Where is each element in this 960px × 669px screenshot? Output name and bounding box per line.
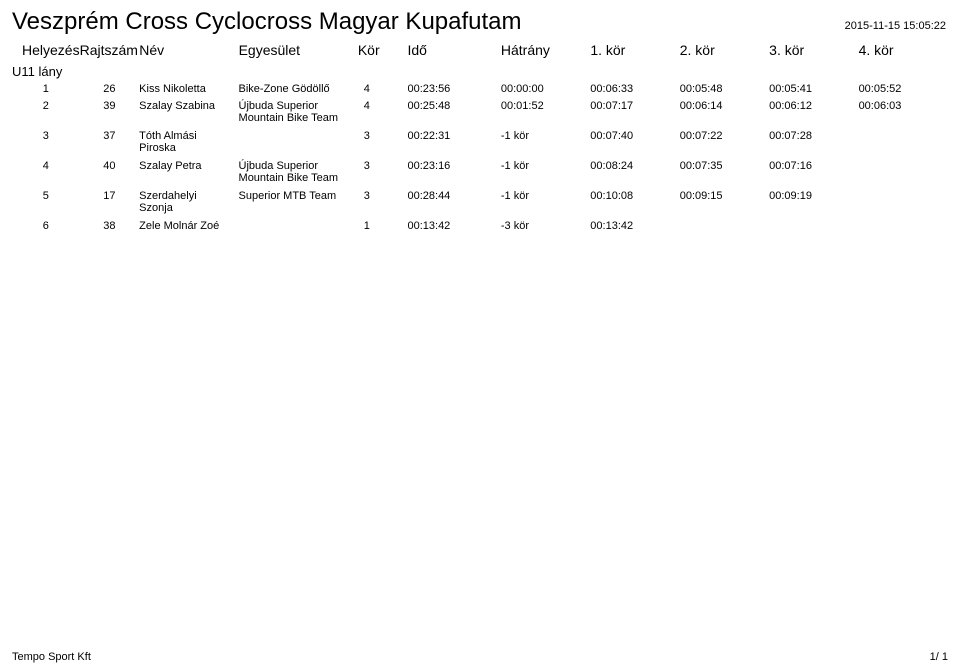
cell-lap1: 00:07:17 bbox=[590, 100, 679, 112]
cell-lap3: 00:06:12 bbox=[769, 100, 858, 112]
cell-lap2: 00:06:14 bbox=[680, 100, 769, 112]
cell-lap4: 00:06:03 bbox=[859, 100, 948, 112]
header-name: Név bbox=[139, 42, 238, 58]
cell-lap4: 00:05:52 bbox=[859, 83, 948, 95]
cell-lap1: 00:08:24 bbox=[590, 160, 679, 172]
cell-name: Zele Molnár Zoé bbox=[139, 220, 238, 233]
cell-lap2: 00:07:35 bbox=[680, 160, 769, 172]
cell-lap1: 00:06:33 bbox=[590, 83, 679, 95]
header-place: Helyezés bbox=[12, 42, 80, 58]
cell-laps: 3 bbox=[358, 160, 408, 172]
cell-gap: 00:01:52 bbox=[501, 100, 590, 112]
cell-lap2: 00:07:22 bbox=[680, 130, 769, 142]
table-row: 126Kiss NikolettaBike-Zone Gödöllő400:23… bbox=[12, 81, 948, 98]
cell-place: 1 bbox=[12, 83, 80, 95]
cell-lap1: 00:07:40 bbox=[590, 130, 679, 142]
cell-gap: 00:00:00 bbox=[501, 83, 590, 95]
cell-time: 00:23:56 bbox=[407, 83, 500, 95]
page-title: Veszprém Cross Cyclocross Magyar Kupafut… bbox=[12, 8, 845, 36]
cell-laps: 4 bbox=[358, 83, 408, 95]
header-team: Egyesület bbox=[239, 42, 358, 58]
cell-bib: 38 bbox=[80, 220, 140, 232]
cell-place: 3 bbox=[12, 130, 80, 142]
header-lap3: 3. kör bbox=[769, 42, 858, 58]
cell-bib: 17 bbox=[80, 190, 140, 202]
category-label: U11 lány bbox=[12, 60, 948, 81]
top-line: Veszprém Cross Cyclocross Magyar Kupafut… bbox=[12, 8, 948, 36]
cell-lap1: 00:10:08 bbox=[590, 190, 679, 202]
table-body: 126Kiss NikolettaBike-Zone Gödöllő400:23… bbox=[12, 81, 948, 234]
table-row: 337Tóth Almási Piroska300:22:31-1 kör00:… bbox=[12, 128, 948, 158]
cell-bib: 37 bbox=[80, 130, 140, 142]
cell-bib: 26 bbox=[80, 83, 140, 95]
header-lap4: 4. kör bbox=[859, 42, 948, 58]
cell-time: 00:23:16 bbox=[407, 160, 500, 172]
cell-team: Superior MTB Team bbox=[239, 190, 358, 203]
cell-lap2: 00:05:48 bbox=[680, 83, 769, 95]
cell-lap3: 00:07:28 bbox=[769, 130, 858, 142]
cell-gap: -1 kör bbox=[501, 190, 590, 202]
cell-team: Bike-Zone Gödöllő bbox=[239, 83, 358, 96]
cell-time: 00:13:42 bbox=[407, 220, 500, 232]
cell-laps: 1 bbox=[358, 220, 408, 232]
cell-bib: 40 bbox=[80, 160, 140, 172]
cell-name: Tóth Almási Piroska bbox=[139, 130, 238, 155]
cell-lap2: 00:09:15 bbox=[680, 190, 769, 202]
cell-name: Szalay Szabina bbox=[139, 100, 238, 113]
cell-gap: -3 kör bbox=[501, 220, 590, 232]
cell-time: 00:28:44 bbox=[407, 190, 500, 202]
cell-team: Újbuda Superior Mountain Bike Team bbox=[239, 160, 358, 185]
cell-gap: -1 kör bbox=[501, 130, 590, 142]
cell-place: 2 bbox=[12, 100, 80, 112]
cell-name: Kiss Nikoletta bbox=[139, 83, 238, 96]
cell-lap3: 00:05:41 bbox=[769, 83, 858, 95]
cell-name: Szerdahelyi Szonja bbox=[139, 190, 238, 215]
table-row: 638Zele Molnár Zoé100:13:42-3 kör00:13:4… bbox=[12, 218, 948, 235]
cell-place: 5 bbox=[12, 190, 80, 202]
header-laps: Kör bbox=[358, 42, 408, 58]
page: Veszprém Cross Cyclocross Magyar Kupafut… bbox=[0, 0, 960, 669]
cell-lap3: 00:09:19 bbox=[769, 190, 858, 202]
cell-lap1: 00:13:42 bbox=[590, 220, 679, 232]
cell-laps: 3 bbox=[358, 130, 408, 142]
cell-place: 6 bbox=[12, 220, 80, 232]
header-bib: Rajtszám bbox=[80, 42, 140, 58]
cell-laps: 3 bbox=[358, 190, 408, 202]
cell-gap: -1 kör bbox=[501, 160, 590, 172]
cell-time: 00:25:48 bbox=[407, 100, 500, 112]
cell-lap3: 00:07:16 bbox=[769, 160, 858, 172]
header-gap: Hátrány bbox=[501, 42, 590, 58]
footer: Tempo Sport Kft 1/ 1 bbox=[12, 650, 948, 663]
timestamp: 2015-11-15 15:05:22 bbox=[845, 20, 948, 32]
table-header: Helyezés Rajtszám Név Egyesület Kör Idő … bbox=[12, 36, 948, 60]
cell-time: 00:22:31 bbox=[407, 130, 500, 142]
cell-laps: 4 bbox=[358, 100, 408, 112]
table-row: 440Szalay PetraÚjbuda Superior Mountain … bbox=[12, 158, 948, 188]
header-lap1: 1. kör bbox=[590, 42, 679, 58]
header-lap2: 2. kör bbox=[680, 42, 769, 58]
cell-bib: 39 bbox=[80, 100, 140, 112]
table-row: 517Szerdahelyi SzonjaSuperior MTB Team30… bbox=[12, 188, 948, 218]
table-row: 239Szalay SzabinaÚjbuda Superior Mountai… bbox=[12, 98, 948, 128]
cell-team: Újbuda Superior Mountain Bike Team bbox=[239, 100, 358, 125]
cell-place: 4 bbox=[12, 160, 80, 172]
footer-left: Tempo Sport Kft bbox=[12, 651, 930, 663]
cell-name: Szalay Petra bbox=[139, 160, 238, 173]
footer-right: 1/ 1 bbox=[930, 651, 948, 663]
header-time: Idő bbox=[408, 42, 501, 58]
